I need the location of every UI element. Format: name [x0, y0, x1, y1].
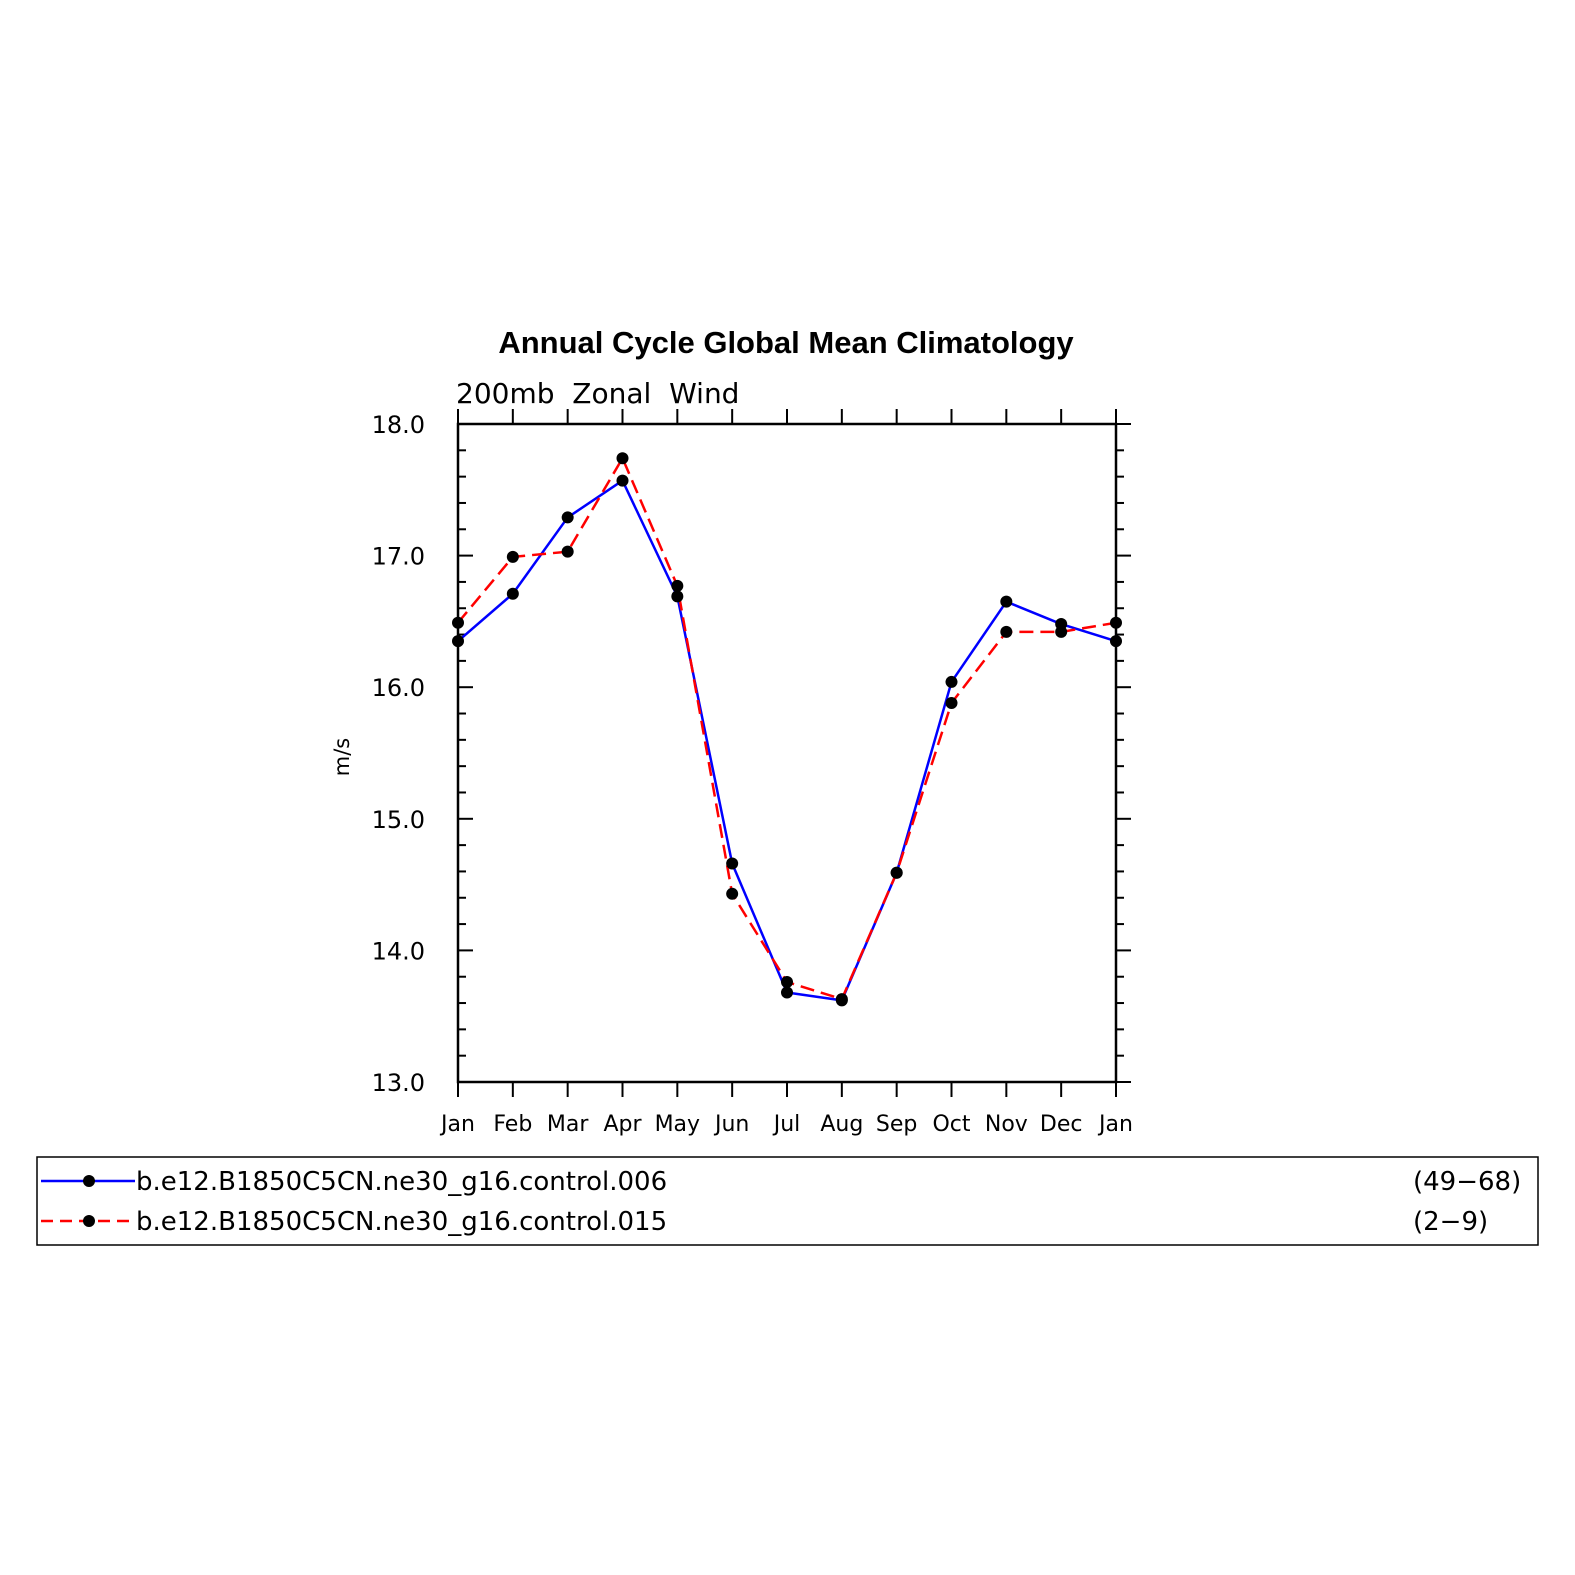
- series-2-point: [781, 975, 793, 988]
- x-tick-label: Jul: [772, 1112, 801, 1137]
- x-tick-label: Oct: [932, 1112, 970, 1137]
- series-2-point: [561, 545, 574, 558]
- series-2-point: [1055, 625, 1068, 638]
- legend-years-1: (49−68): [1413, 1167, 1521, 1197]
- y-tick-label: 16.0: [372, 674, 425, 702]
- series-2-point: [890, 866, 903, 879]
- series-1-point: [1110, 635, 1122, 648]
- series-1-point: [671, 590, 684, 603]
- x-tick-label: Sep: [876, 1112, 917, 1137]
- y-tick-label: 13.0: [372, 1069, 425, 1097]
- series-2-point: [671, 579, 684, 592]
- chart-subtitle: 200mb Zonal Wind: [456, 377, 739, 410]
- x-tick-label: May: [655, 1112, 700, 1137]
- series-2-point: [452, 616, 464, 629]
- x-tick-label: Aug: [820, 1112, 863, 1137]
- x-tick-label: Feb: [493, 1112, 532, 1137]
- y-tick-label: 15.0: [372, 806, 425, 834]
- legend-years-2: (2−9): [1413, 1207, 1488, 1237]
- y-tick-label: 14.0: [372, 937, 425, 965]
- series-1-point: [726, 857, 739, 870]
- x-tick-label: Jan: [1097, 1112, 1133, 1137]
- legend-label-2: b.e12.B1850C5CN.ne30_g16.control.015: [136, 1207, 667, 1237]
- x-tick-label: Apr: [603, 1112, 642, 1137]
- series-1-point: [1000, 595, 1013, 608]
- series-2-point: [835, 993, 848, 1006]
- series-2-point: [1000, 625, 1013, 638]
- x-tick-label: Mar: [547, 1112, 589, 1137]
- legend-label-1: b.e12.B1850C5CN.ne30_g16.control.006: [136, 1167, 667, 1197]
- x-tick-label: Jun: [713, 1112, 749, 1137]
- series-1-point: [452, 635, 464, 648]
- series-line-1: [457, 479, 1117, 1002]
- x-tick-label: Nov: [985, 1112, 1028, 1137]
- series-1-point: [616, 474, 629, 487]
- chart-title: Annual Cycle Global Mean Climatology: [498, 325, 1074, 360]
- y-axis-label: m/s: [330, 738, 354, 776]
- series-1-point: [945, 675, 958, 688]
- series-2-point: [506, 550, 519, 563]
- y-tick-label: 17.0: [372, 543, 425, 571]
- series-1-point: [781, 986, 793, 999]
- legend: b.e12.B1850C5CN.ne30_g16.control.006 (49−…: [36, 1156, 1539, 1246]
- plot-series: [452, 452, 1122, 1007]
- y-tick-label: 18.0: [372, 411, 425, 439]
- series-2-point: [945, 696, 958, 709]
- series-line-2: [457, 456, 1117, 1001]
- legend-box: [36, 1156, 1539, 1246]
- legend-marker-2: [83, 1215, 95, 1227]
- series-1-point: [506, 587, 519, 600]
- plot-axes: 13.0 14.0 15.0 16.0 17.0 18.0 Jan Feb Mar Apr May J…: [372, 409, 1133, 1137]
- x-tick-label: Dec: [1040, 1112, 1083, 1137]
- series-2-point: [726, 887, 739, 900]
- series-2-point: [616, 452, 629, 465]
- x-tick-label: Jan: [439, 1112, 475, 1137]
- series-2-point: [1110, 616, 1122, 629]
- legend-marker-1: [83, 1175, 95, 1187]
- series-1-point: [561, 511, 574, 524]
